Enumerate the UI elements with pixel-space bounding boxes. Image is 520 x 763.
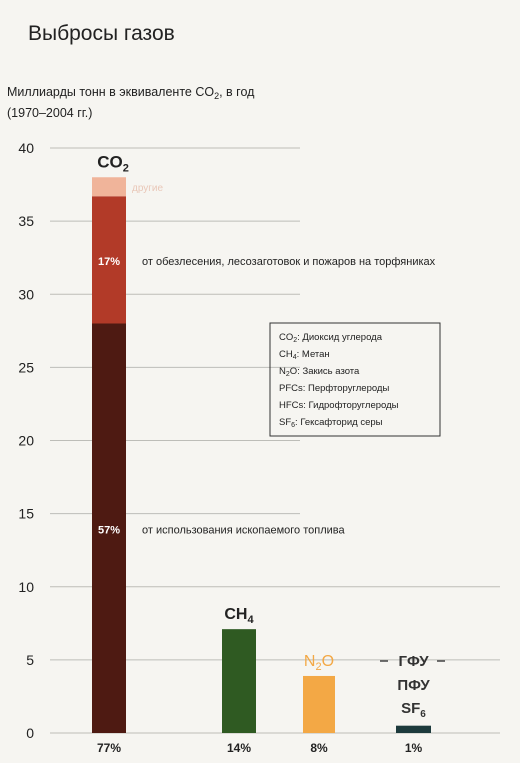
bar-note-other: другие — [132, 183, 164, 194]
y-tick-label: 0 — [26, 725, 34, 741]
chart-subtitle-line2: (1970–2004 гг.) — [7, 106, 92, 120]
legend-item: SF6: Гексафторид серы — [279, 417, 383, 429]
y-axis: 0 5 10 15 20 25 30 35 40 — [18, 140, 34, 741]
bar-category-co2: CO2 — [97, 152, 129, 174]
y-tick-label: 20 — [18, 433, 34, 449]
bar-share-co2: 77% — [97, 741, 121, 755]
bar-deforest — [92, 196, 126, 324]
y-tick-label: 40 — [18, 140, 34, 156]
bar-category-sf6: SF6 — [401, 700, 426, 720]
legend-item: PFCs: Перфторуглероды — [279, 383, 389, 394]
legend-item: HFCs: Гидрофторуглероды — [279, 400, 399, 411]
bar-note-fossil: от использования ископаемого топлива — [142, 524, 345, 536]
bar-category-n2o: N2O — [304, 653, 334, 673]
bar-category-line-2: ПФУ — [397, 677, 430, 694]
bar-fossil — [92, 323, 126, 733]
y-tick-label: 10 — [18, 579, 34, 595]
bar-pct-label-fossil: 57% — [98, 524, 120, 536]
chart-title: Выбросы газов — [28, 22, 175, 45]
y-tick-label: 15 — [18, 506, 34, 522]
bar-pct-label-deforest: 17% — [98, 256, 120, 268]
bar-share-n2o: 8% — [310, 741, 328, 755]
y-tick-label: 25 — [18, 359, 34, 375]
y-tick-label: 30 — [18, 286, 34, 302]
bar-n2o — [303, 675, 335, 733]
legend-box — [269, 322, 441, 437]
chart-subtitle-line1: Миллиарды тонн в эквиваленте CO2, в год — [7, 85, 255, 101]
y-tick-label: 35 — [18, 213, 34, 229]
bar-category-line-1: ГФУ — [398, 653, 429, 670]
bar-share-fluor: 1% — [405, 741, 423, 755]
legend-item: CH4: Метан — [279, 349, 330, 361]
bar-fluor — [396, 725, 431, 733]
bar-share-ch4: 14% — [227, 741, 251, 755]
y-tick-label: 5 — [26, 652, 34, 668]
bar-note-deforest: от обезлесения, лесозаготовок и пожаров … — [142, 256, 436, 268]
legend: CO2: Диоксид углерода CH4: Метан N2O: Заки… — [269, 322, 441, 437]
bar-other — [92, 177, 126, 197]
bar-ch4 — [222, 629, 256, 733]
legend-item: N2O: Закись азота — [279, 366, 360, 378]
bars: 57% от использования ископаемого топлива 1… — [92, 152, 445, 755]
legend-item: CO2: Диоксид углерода — [279, 332, 383, 344]
bar-category-ch4: CH4 — [224, 606, 254, 626]
